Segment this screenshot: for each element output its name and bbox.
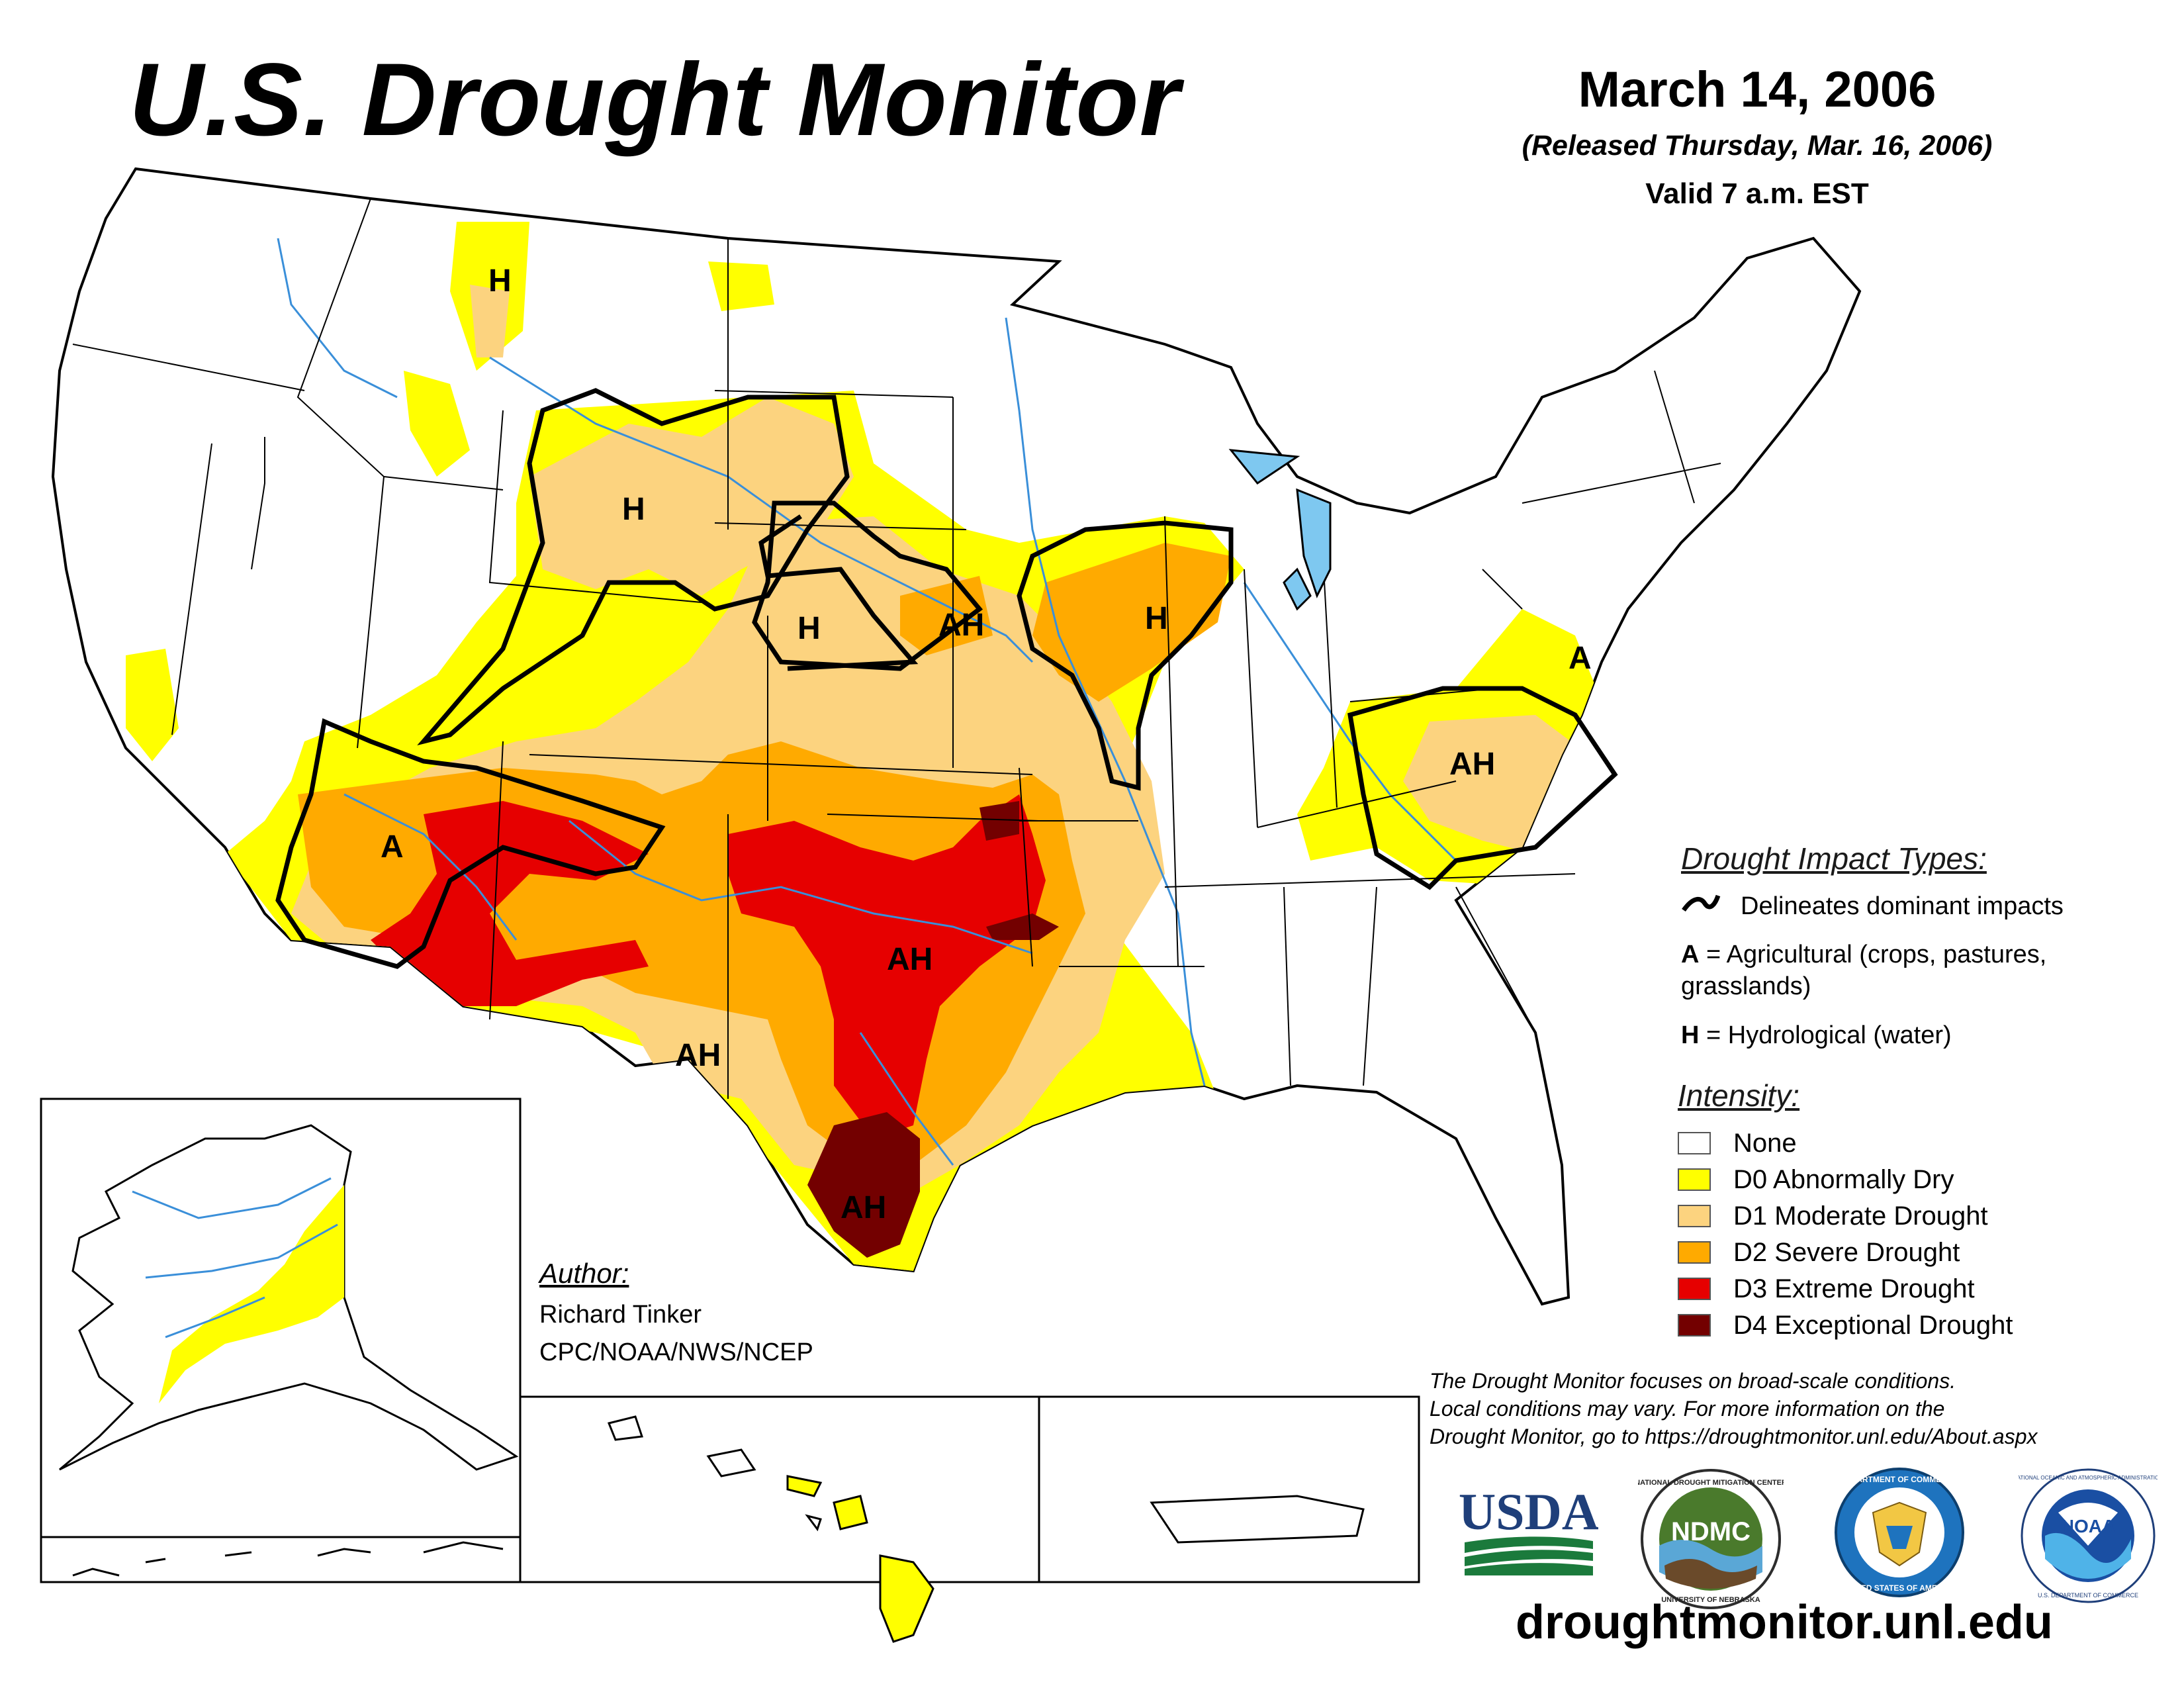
intensity-label: D3 Extreme Drought bbox=[1733, 1274, 1975, 1303]
agricultural-text-cont: grasslands) bbox=[1681, 972, 1811, 1000]
intensity-swatch bbox=[1678, 1278, 1711, 1300]
intensity-label: D4 Exceptional Drought bbox=[1733, 1310, 2013, 1340]
intensity-item: D4 Exceptional Drought bbox=[1678, 1307, 2013, 1343]
intensity-swatch bbox=[1678, 1205, 1711, 1227]
agricultural-key: A bbox=[1681, 941, 1700, 968]
noaa-logo: NOAA NATIONAL OCEANIC AND ATMOSPHERIC AD… bbox=[2019, 1468, 2158, 1603]
disclaimer-line-3: Drought Monitor, go to https://droughtmo… bbox=[1430, 1425, 2038, 1448]
intensity-swatch bbox=[1678, 1241, 1711, 1264]
inset-frames bbox=[40, 1098, 1420, 1583]
d3-regions bbox=[371, 794, 1046, 1139]
label-illinois: H bbox=[1145, 601, 1168, 636]
alaska-d0 bbox=[159, 1185, 344, 1403]
svg-text:NDMC: NDMC bbox=[1671, 1517, 1751, 1546]
intensity-label: D2 Severe Drought bbox=[1733, 1237, 1960, 1267]
label-nebraska: H bbox=[797, 611, 821, 646]
label-oklahoma: AH bbox=[887, 942, 933, 977]
commerce-ring-bottom: UNITED STATES OF AMERICA bbox=[1843, 1583, 1957, 1593]
hawaii-islands bbox=[607, 1415, 934, 1643]
intensity-item: D3 Extreme Drought bbox=[1678, 1271, 1975, 1307]
disclaimer-line-1: The Drought Monitor focuses on broad-sca… bbox=[1430, 1369, 1956, 1393]
author-heading: Author: bbox=[539, 1258, 629, 1289]
aleutians bbox=[72, 1541, 504, 1577]
intensity-label: None bbox=[1733, 1128, 1797, 1158]
author-org: CPC/NOAA/NWS/NCEP bbox=[539, 1338, 813, 1366]
intensity-legend-heading: Intensity: bbox=[1678, 1078, 1800, 1113]
alaska-rivers bbox=[132, 1177, 338, 1338]
ndmc-ring-bottom: UNIVERSITY OF NEBRASKA bbox=[1661, 1596, 1760, 1604]
intensity-swatch bbox=[1678, 1314, 1711, 1336]
agricultural-legend: A = Agricultural (crops, pastures, bbox=[1681, 939, 2046, 970]
disclaimer: The Drought Monitor focuses on broad-sca… bbox=[1430, 1367, 2171, 1450]
map-date: March 14, 2006 bbox=[1578, 62, 1936, 118]
noaa-ring-bottom: U.S. DEPARTMENT OF COMMERCE bbox=[2038, 1592, 2138, 1599]
d4-regions bbox=[807, 801, 1059, 1258]
hydrological-text: = Hydrological (water) bbox=[1706, 1021, 1952, 1049]
agricultural-text: = Agricultural (crops, pastures, bbox=[1706, 941, 2047, 968]
label-wyoming: H bbox=[622, 492, 645, 527]
intensity-swatch bbox=[1678, 1168, 1711, 1191]
hydrological-key: H bbox=[1681, 1021, 1700, 1049]
state-borders bbox=[72, 198, 1721, 1099]
svg-text:NOAA: NOAA bbox=[2061, 1516, 2115, 1536]
noaa-ring-top: NATIONAL OCEANIC AND ATMOSPHERIC ADMINIS… bbox=[2019, 1475, 2158, 1481]
label-south-texas: AH bbox=[841, 1190, 886, 1225]
delineation-line-icon bbox=[1682, 894, 1721, 912]
great-lakes bbox=[1228, 449, 1332, 611]
website-url[interactable]: droughtmonitor.unl.edu bbox=[1516, 1596, 2053, 1649]
puerto-rico bbox=[1150, 1495, 1365, 1544]
intensity-label: D1 Moderate Drought bbox=[1733, 1201, 1988, 1231]
department-of-commerce-seal: DEPARTMENT OF COMMERCE UNITED STATES OF … bbox=[1835, 1468, 1964, 1597]
label-nc: AH bbox=[1449, 747, 1495, 782]
author-name: Richard Tinker bbox=[539, 1301, 702, 1329]
release-date: (Released Thursday, Mar. 16, 2006) bbox=[1522, 130, 1993, 162]
ndmc-logo: NDMC NATIONAL DROUGHT MITIGATION CENTER … bbox=[1638, 1469, 1784, 1609]
hydrological-legend: H = Hydrological (water) bbox=[1681, 1019, 1952, 1051]
label-iowa: AH bbox=[938, 608, 984, 643]
intensity-label: D0 Abnormally Dry bbox=[1733, 1164, 1954, 1194]
svg-text:USDA: USDA bbox=[1459, 1483, 1598, 1540]
delineates-text: Delineates dominant impacts bbox=[1741, 892, 2064, 920]
usda-logo: USDA bbox=[1459, 1483, 1598, 1575]
disclaimer-line-2: Local conditions may vary. For more info… bbox=[1430, 1397, 1945, 1421]
rivers bbox=[277, 238, 1457, 1166]
valid-time: Valid 7 a.m. EST bbox=[1645, 177, 1869, 210]
label-west-texas: AH bbox=[675, 1038, 721, 1073]
intensity-swatch bbox=[1678, 1132, 1711, 1154]
impact-delineation-lines bbox=[275, 388, 1618, 969]
label-montana: H bbox=[488, 263, 512, 299]
commerce-ring-top: DEPARTMENT OF COMMERCE bbox=[1841, 1475, 1958, 1484]
impact-legend-heading: Drought Impact Types: bbox=[1681, 841, 1987, 876]
intensity-item: D2 Severe Drought bbox=[1678, 1235, 1960, 1270]
intensity-item: D1 Moderate Drought bbox=[1678, 1198, 1988, 1234]
label-arizona: A bbox=[381, 829, 404, 865]
intensity-item: None bbox=[1678, 1125, 1797, 1161]
label-virginia: A bbox=[1569, 641, 1592, 676]
intensity-item: D0 Abnormally Dry bbox=[1678, 1162, 1954, 1197]
map-title: U.S. Drought Monitor bbox=[129, 42, 1181, 158]
ndmc-ring-top: NATIONAL DROUGHT MITIGATION CENTER bbox=[1638, 1479, 1784, 1487]
